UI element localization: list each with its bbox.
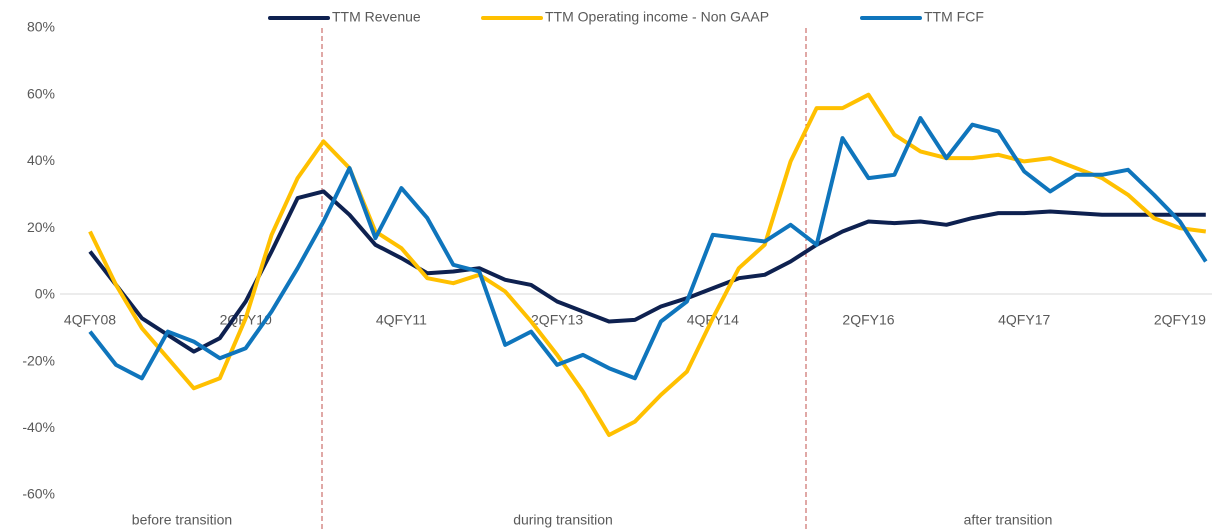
x-tick-label: 4QFY08 [64,312,116,328]
series-line [88,116,1208,381]
legend-label: TTM Operating income - Non GAAP [545,9,769,25]
series-line [88,189,1206,354]
x-tick-label: 4QFY11 [376,312,427,328]
y-tick-label: 20% [27,219,55,235]
x-tick-label: 2QFY19 [1154,312,1206,328]
legend-label: TTM Revenue [332,9,421,25]
x-tick-label: 4QFY17 [998,312,1050,328]
y-tick-label: 60% [27,85,55,101]
annotation: after transition [964,512,1053,528]
y-tick-label: 40% [27,152,55,168]
series-line [88,92,1207,437]
annotation: during transition [513,512,613,528]
y-tick-label: -60% [22,486,55,502]
y-tick-label: 0% [35,286,55,302]
y-tick-label: -40% [22,419,55,435]
y-tick-label: 80% [27,19,55,35]
legend-label: TTM FCF [924,9,984,25]
y-tick-label: -20% [22,352,55,368]
x-tick-label: 2QFY16 [842,312,894,328]
annotation: before transition [132,512,232,528]
x-tick-label: 2QFY13 [531,312,583,328]
